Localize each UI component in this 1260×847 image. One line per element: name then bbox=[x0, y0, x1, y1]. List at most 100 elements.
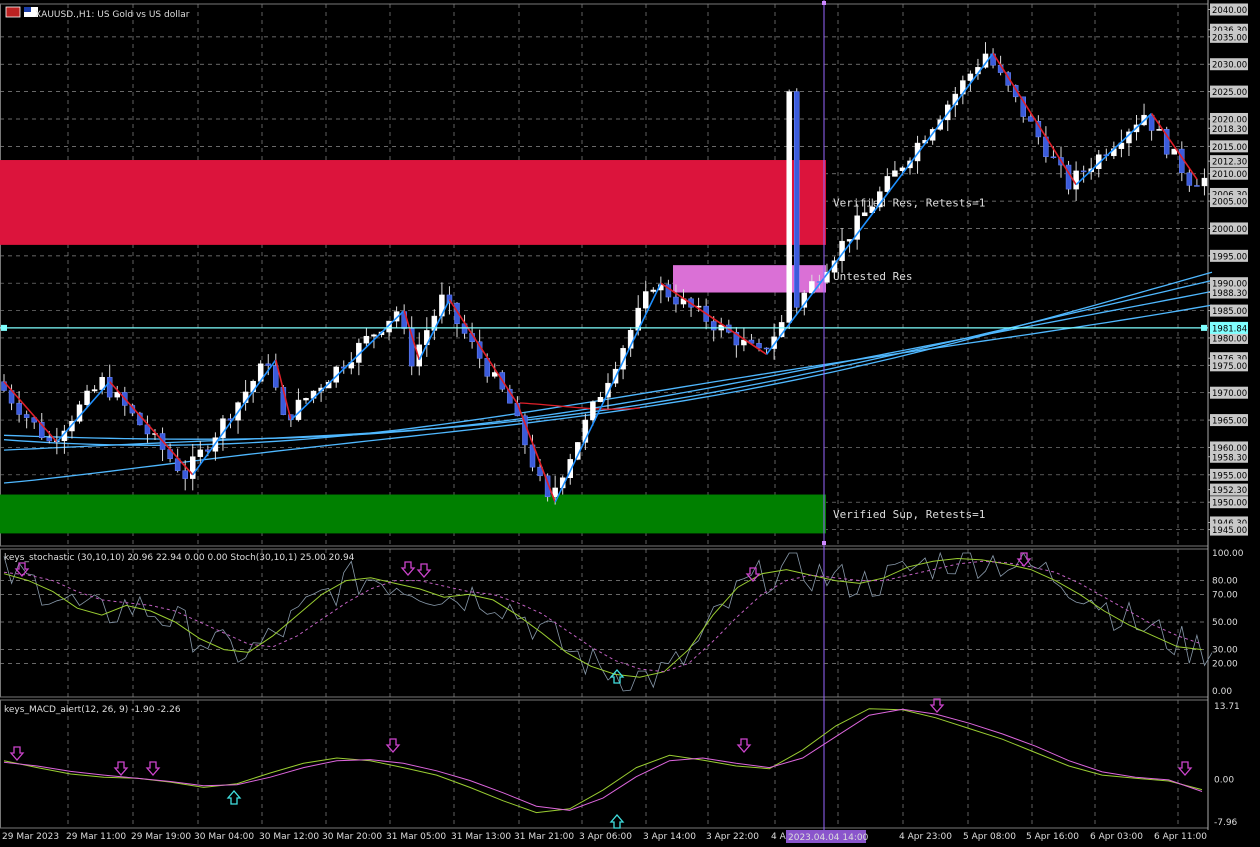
time-axis-label: 31 Mar 21:00 bbox=[514, 832, 574, 842]
candle-body bbox=[23, 414, 30, 418]
zigzag-segment bbox=[1150, 113, 1198, 180]
candle-body bbox=[861, 212, 868, 217]
current-price-label: 1981.84 bbox=[1212, 324, 1247, 334]
price-tick-label: 1970.00 bbox=[1212, 389, 1247, 399]
stoch-sell-arrow-icon bbox=[14, 562, 30, 577]
flag-canton-icon bbox=[24, 7, 31, 12]
macd-title: keys_MACD_alert(12, 26, 9) -1.90 -2.26 bbox=[4, 705, 181, 715]
candle-body bbox=[1020, 96, 1026, 117]
price-label-bg bbox=[1210, 112, 1248, 125]
price-tick-label: 2040.00 bbox=[1212, 6, 1247, 16]
candle-body bbox=[408, 328, 415, 367]
time-axis-label: 31 Mar 05:00 bbox=[386, 832, 446, 842]
time-axis-label: 29 Mar 2023 bbox=[2, 832, 59, 842]
candle-body bbox=[265, 363, 271, 366]
price-tick-label: 2005.00 bbox=[1212, 198, 1247, 208]
price-label-bg bbox=[1210, 523, 1248, 536]
candle-body bbox=[39, 421, 45, 438]
price-line-handle-right[interactable] bbox=[1201, 324, 1207, 331]
macd-sell-arrow-icon bbox=[9, 746, 25, 761]
price-panel-frame bbox=[0, 3, 1209, 547]
candle-body bbox=[106, 377, 113, 398]
zigzag-segment bbox=[765, 52, 994, 355]
time-axis-label: 3 Apr 06:00 bbox=[579, 832, 632, 842]
candle-body bbox=[1156, 129, 1162, 131]
candle-body bbox=[91, 389, 98, 392]
candle-body bbox=[710, 321, 717, 331]
price-label-bg bbox=[1210, 331, 1248, 344]
cursor-time-label-bg bbox=[786, 830, 866, 843]
candle-body bbox=[794, 91, 800, 308]
price-label-bg bbox=[1210, 277, 1248, 290]
candle-body bbox=[1194, 185, 1200, 187]
candle-body bbox=[220, 418, 226, 438]
candle-body bbox=[733, 331, 740, 346]
stoch-sell-arrow-icon bbox=[416, 563, 432, 578]
candle-body bbox=[650, 289, 657, 292]
candle-body bbox=[673, 296, 679, 305]
candle-body bbox=[1148, 114, 1155, 131]
time-axis-label: 6 Apr 11:00 bbox=[1154, 832, 1207, 842]
cursor-handle-top[interactable] bbox=[822, 1, 826, 5]
stoch-raw-line bbox=[3, 551, 1213, 692]
zigzag-segment bbox=[192, 359, 277, 476]
candle-body bbox=[756, 343, 762, 349]
price-tick-label: 2018.30 bbox=[1212, 125, 1247, 135]
zone-untested-res bbox=[673, 265, 826, 293]
price-label-bg bbox=[1210, 450, 1248, 463]
stoch-sell-arrow-icon bbox=[1016, 552, 1032, 567]
candle-body bbox=[454, 302, 460, 324]
macd-sell-arrow-icon bbox=[1177, 761, 1193, 776]
price-tick-label: 2020.00 bbox=[1212, 115, 1247, 125]
price-tick-label: 1952.30 bbox=[1212, 486, 1247, 496]
candle-body bbox=[643, 291, 649, 309]
zigzag-segment bbox=[418, 299, 451, 361]
stoch-title: keys_stochastic (30,10,10) 20.96 22.94 0… bbox=[4, 553, 355, 563]
macd-main-line bbox=[3, 708, 1203, 814]
stoch-main-line bbox=[3, 557, 1203, 678]
price-label-bg bbox=[1210, 483, 1248, 496]
zigzag-segment bbox=[660, 282, 767, 356]
zone-label-untested-res: Untested Res bbox=[833, 270, 912, 283]
candle-body bbox=[1201, 177, 1208, 187]
time-axis-label: 30 Mar 12:00 bbox=[259, 832, 319, 842]
cursor-handle-bottom[interactable] bbox=[822, 541, 826, 545]
candle-body bbox=[197, 449, 204, 457]
price-tick-label: 1988.30 bbox=[1212, 289, 1247, 299]
candle-body bbox=[590, 401, 596, 421]
price-tick-label: 2030.00 bbox=[1212, 61, 1247, 71]
zone-label-verified-res: Verified Res, Retests=1 bbox=[833, 196, 985, 209]
price-label-bg bbox=[1210, 167, 1248, 180]
price-tick-label: 1955.00 bbox=[1212, 471, 1247, 481]
candle-body bbox=[46, 437, 53, 442]
candle-body bbox=[1171, 148, 1177, 155]
price-label-bg bbox=[1210, 155, 1248, 168]
macd-panel-frame bbox=[0, 699, 1209, 829]
time-axis-label: 3 Apr 22:00 bbox=[706, 832, 759, 842]
macd-sell-arrow-icon bbox=[929, 698, 945, 713]
zone-verified-res bbox=[0, 160, 826, 245]
zigzag-segment bbox=[448, 299, 519, 405]
candle-body bbox=[182, 470, 188, 479]
candle-body bbox=[1050, 156, 1057, 159]
time-axis-label: 5 Apr 16:00 bbox=[1026, 832, 1079, 842]
price-label-bg bbox=[1210, 441, 1248, 454]
zigzag-segment bbox=[275, 359, 292, 421]
price-tick-label: 1945.00 bbox=[1212, 526, 1247, 536]
zigzag-segment bbox=[56, 381, 111, 443]
chart-type-icon[interactable] bbox=[5, 6, 21, 18]
stoch-signal-line bbox=[3, 560, 1203, 673]
candle-body bbox=[582, 419, 589, 443]
price-label-bg bbox=[1210, 286, 1248, 299]
macd-sell-arrow-icon bbox=[113, 761, 129, 776]
price-label-bg bbox=[1210, 468, 1248, 481]
zigzag-segment bbox=[403, 310, 421, 361]
price-line-handle-left[interactable] bbox=[1, 324, 7, 331]
candle-body bbox=[492, 372, 498, 377]
macd-sell-arrow-icon bbox=[145, 761, 161, 776]
price-label-bg bbox=[1210, 414, 1248, 427]
time-axis-label: 30 Mar 04:00 bbox=[194, 832, 254, 842]
price-label-bg bbox=[1210, 359, 1248, 372]
